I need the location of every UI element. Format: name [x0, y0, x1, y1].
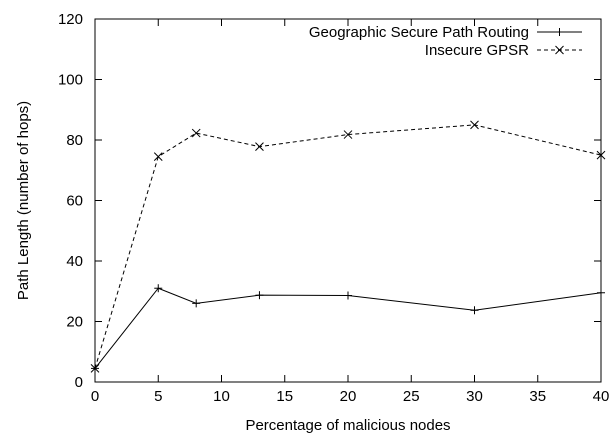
legend-label: Geographic Secure Path Routing [309, 24, 529, 41]
x-tick-label: 15 [276, 388, 293, 405]
x-tick-label: 40 [593, 388, 610, 405]
y-axis-label: Path Length (number of hops) [15, 101, 32, 300]
series-line [94, 124, 602, 369]
x-tick-label: 5 [154, 388, 162, 405]
x-tick-label: 0 [91, 388, 99, 405]
series-2 [90, 120, 606, 373]
y-tick-label: 0 [75, 374, 83, 391]
cross-marker-b [153, 152, 163, 161]
cross-marker-b [191, 128, 201, 138]
y-tick-label: 20 [66, 314, 83, 331]
axis-ticks: 0 5 10 15 20 25 30 35 40 0 20 40 60 80 100 120 [58, 11, 609, 405]
legend-label: Insecure GPSR [425, 42, 529, 59]
cross-marker-b [555, 45, 564, 55]
y-tick-label: 100 [58, 72, 83, 89]
cross-marker-b [255, 142, 264, 152]
x-tick-label: 35 [529, 388, 546, 405]
y-tick-label: 40 [66, 253, 83, 270]
cross-marker-b [343, 130, 353, 139]
cross-marker-b [470, 120, 479, 130]
plot-border [94, 18, 602, 383]
y-tick-label: 120 [58, 11, 83, 28]
x-axis-label: Percentage of malicious nodes [245, 417, 450, 434]
x-tick-label: 30 [466, 388, 483, 405]
cross-marker-b [90, 364, 100, 373]
x-tick-label: 10 [213, 388, 230, 405]
y-tick-label: 60 [66, 193, 83, 210]
series-1 [91, 284, 605, 373]
plot-frame [94, 18, 602, 383]
series-line [94, 287, 602, 369]
x-tick-label: 25 [403, 388, 420, 405]
series-layer [90, 120, 606, 373]
x-tick-label: 20 [340, 388, 357, 405]
cross-marker-b [596, 150, 606, 160]
y-tick-label: 80 [66, 132, 83, 149]
